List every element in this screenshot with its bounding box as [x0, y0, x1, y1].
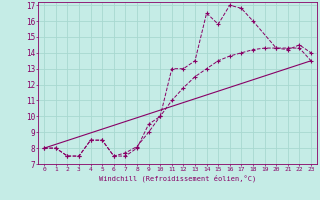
X-axis label: Windchill (Refroidissement éolien,°C): Windchill (Refroidissement éolien,°C)	[99, 174, 256, 182]
